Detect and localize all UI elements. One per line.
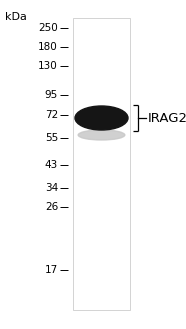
Text: 17: 17 bbox=[45, 265, 58, 275]
Text: 250: 250 bbox=[38, 23, 58, 33]
Text: 130: 130 bbox=[38, 61, 58, 71]
Text: 26: 26 bbox=[45, 202, 58, 212]
Text: 95: 95 bbox=[45, 90, 58, 100]
Text: 34: 34 bbox=[45, 183, 58, 193]
Ellipse shape bbox=[78, 130, 125, 140]
Ellipse shape bbox=[75, 106, 128, 130]
Text: 72: 72 bbox=[45, 110, 58, 120]
Text: 43: 43 bbox=[45, 160, 58, 170]
Text: kDa: kDa bbox=[5, 12, 27, 22]
Text: IRAG2: IRAG2 bbox=[148, 112, 186, 124]
Text: 180: 180 bbox=[38, 42, 58, 52]
Text: 55: 55 bbox=[45, 133, 58, 143]
Bar bbox=[73, 18, 130, 310]
